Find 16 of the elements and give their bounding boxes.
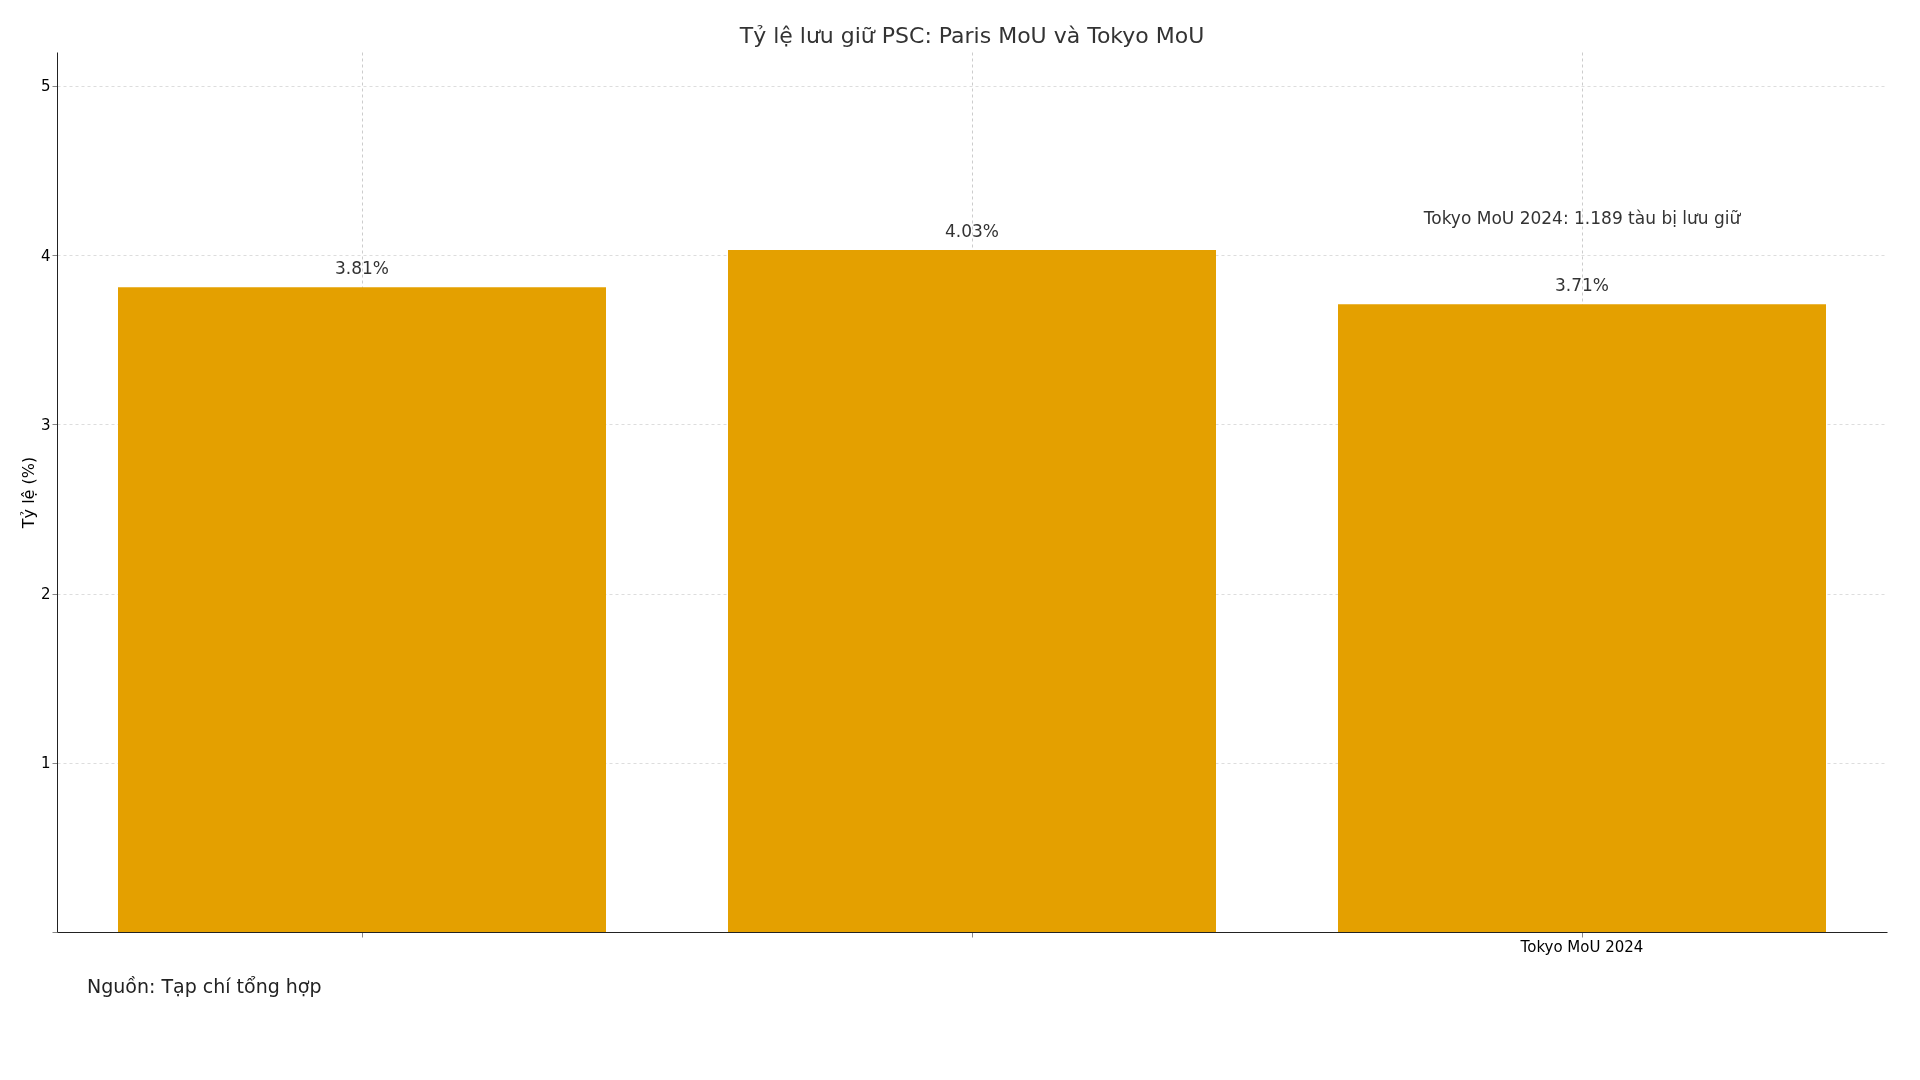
y-tick-label: 4 <box>40 246 51 265</box>
data-label: 3.81% <box>334 258 390 279</box>
y-tick-label: 2 <box>40 585 51 604</box>
data-label: 3.71% <box>1554 275 1610 296</box>
bar <box>728 250 1216 932</box>
y-axis-title: Tỷ lệ (%) <box>18 456 38 530</box>
annotation: Tokyo MoU 2024: 1.189 tàu bị lưu giữ <box>1422 208 1742 229</box>
y-tick-label: 1 <box>40 754 51 773</box>
data-label: 4.03% <box>944 221 1000 241</box>
bar <box>1338 304 1826 932</box>
chart-title: Tỷ lệ lưu giữ PSC: Paris MoU và Tokyo MoU <box>738 23 1205 48</box>
y-tick-label: 3 <box>40 415 51 434</box>
y-tick-label: 5 <box>40 77 51 96</box>
bar <box>118 287 606 932</box>
x-tick-label: Tokyo MoU 2024 <box>1519 937 1644 956</box>
text: Nguồn: Tạp chí tổng hợp <box>87 975 322 997</box>
